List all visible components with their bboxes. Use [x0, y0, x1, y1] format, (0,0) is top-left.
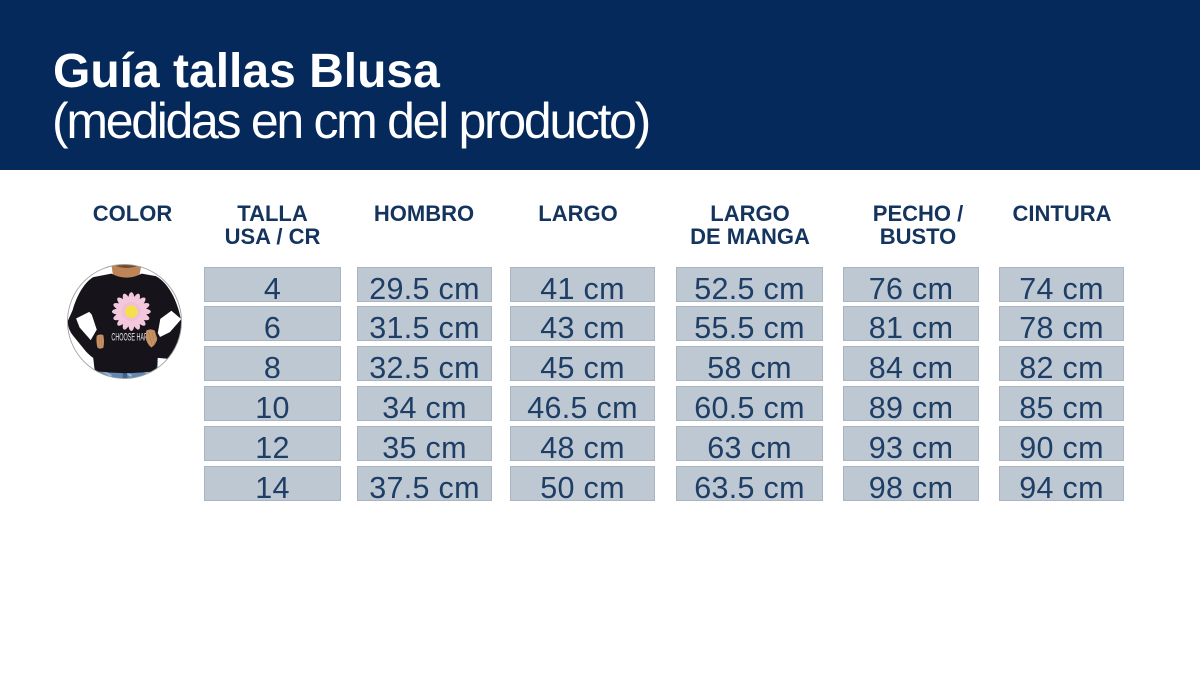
- svg-text:CHOOSE HAP: CHOOSE HAP: [111, 332, 147, 344]
